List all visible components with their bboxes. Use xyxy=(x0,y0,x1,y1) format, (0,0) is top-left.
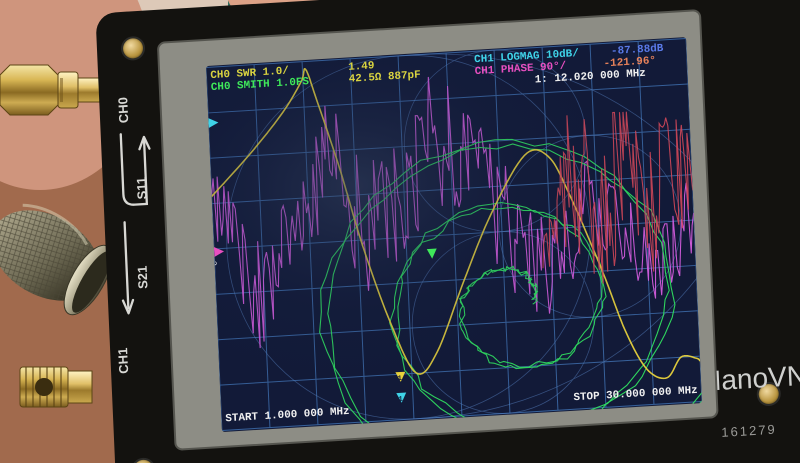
svg-text:1: 1 xyxy=(398,396,403,404)
svg-text:1: 1 xyxy=(397,375,402,383)
svg-text:CH0: CH0 xyxy=(115,97,131,124)
svg-text:S21: S21 xyxy=(135,265,151,289)
svg-text:CH1: CH1 xyxy=(115,347,131,374)
